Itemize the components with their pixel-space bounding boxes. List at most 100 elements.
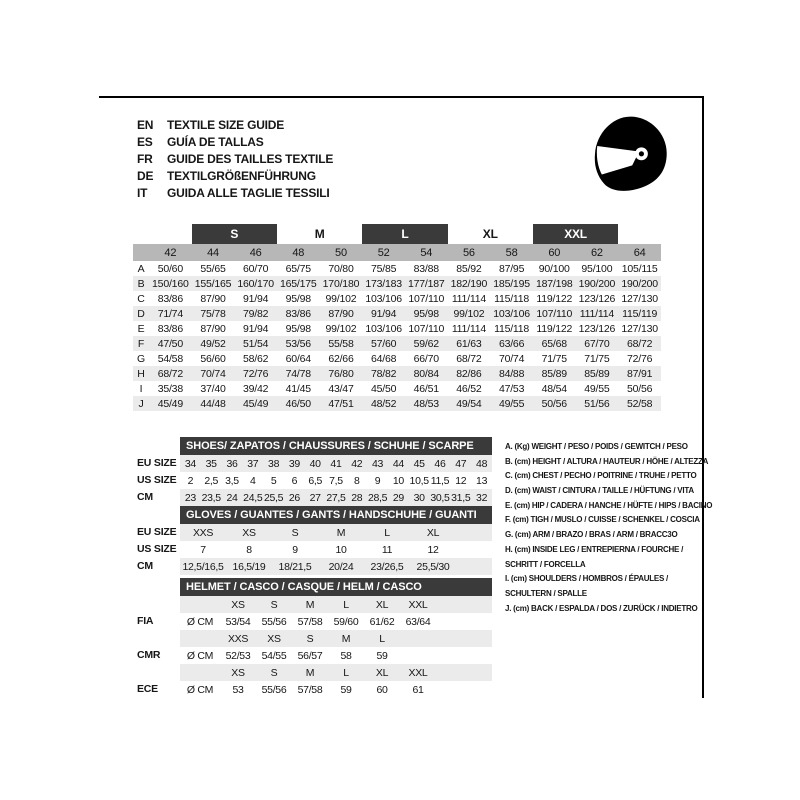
cmr-label: CMR: [137, 649, 161, 661]
size-band-l: L: [362, 224, 448, 244]
measurement-cell: 83/86: [276, 306, 320, 321]
helmet-size-cell: M: [292, 664, 328, 681]
measurement-cell: 51/54: [234, 336, 277, 351]
shoe-size-cell: 25,5: [263, 489, 284, 506]
spacer: [137, 437, 180, 455]
measurement-cell: 155/165: [191, 276, 235, 291]
shoe-size-cell: 3,5: [225, 474, 239, 487]
helmet-diameter-cell: 57/58: [297, 615, 323, 628]
helmet-diameter-cell: 53/54: [225, 615, 251, 628]
measurement-cell: 68/72: [149, 366, 192, 381]
measurement-cell: 50/56: [532, 396, 576, 411]
eu-size-label: EU SIZE: [137, 526, 177, 538]
helmet-diameter-cell: 59: [340, 683, 352, 696]
measurement-cell: 45/50: [370, 382, 397, 395]
shoes-size-table: 34 35 36 37 38 39 40 41 42 43 44 45 46 47 48 2 2,5 3,5 4 5 6…: [180, 455, 492, 506]
gloves-row-1: 7 8 9 10 11 12: [180, 541, 492, 558]
shoe-size-cell: 2,5: [204, 474, 219, 487]
filler-cell: [436, 681, 492, 698]
shoe-size-cell: 46: [429, 455, 451, 472]
size-column-header: 64: [618, 244, 661, 261]
measurement-cell: 47/53: [498, 382, 525, 395]
measurement-row-d: D 71/74 75/78 79/82 83/86 87/90 91/94 95/98 99/1…: [133, 306, 661, 321]
measurement-row-i: I 35/38 37/40 39/42 41/45 43/47 45/50 46/51 46/5…: [133, 381, 661, 396]
measurement-row-e: E 83/86 87/90 91/94 95/98 99/102 103/106 107/11…: [133, 321, 661, 336]
helmet-diameter-cell: 55/56: [261, 683, 287, 696]
measurement-cell: 150/160: [149, 276, 192, 291]
size-band-xl: XL: [482, 227, 498, 241]
measurement-cell: 80/84: [404, 366, 448, 381]
measurement-cell: 90/100: [538, 262, 570, 275]
size-column-header: 60: [532, 244, 576, 261]
measurement-row-g: G 54/58 56/60 58/62 60/64 62/66 64/68 66/70 68/7…: [133, 351, 661, 366]
legend-item-line: SCHRITT / FORCELLA: [505, 559, 586, 569]
blank: [137, 630, 180, 647]
helmet-diameter-cell: 61/62: [369, 615, 395, 628]
shoe-size-cell: 42: [346, 455, 368, 472]
filler-cell: [456, 541, 492, 558]
measurement-cell: 165/175: [276, 276, 320, 291]
measurement-cell: 68/72: [618, 336, 661, 351]
helmet-diameter-cell: [400, 647, 436, 664]
size-column-header: 56: [447, 244, 491, 261]
row-label: C: [137, 292, 145, 305]
shoe-size-cell: 38: [263, 455, 284, 472]
measurement-cell: 52/58: [618, 396, 661, 411]
shoe-size-cell: 27: [304, 489, 326, 506]
measurement-cell: 61/63: [447, 336, 491, 351]
diameter-label: Ø CM: [186, 615, 214, 628]
language-code: FR: [137, 151, 153, 166]
language-row-en: EN TEXTILE SIZE GUIDE: [137, 116, 333, 133]
measurement-cell: 187/198: [532, 276, 576, 291]
glove-size-cell: XS: [226, 524, 272, 541]
blank-cell: [180, 664, 220, 681]
helmet-sizes-row-fia: XS S M L XL XXL: [180, 596, 492, 613]
language-code: DE: [137, 168, 154, 183]
row-label: H: [133, 366, 149, 381]
language-row-es: ES GUÍA DE TALLAS: [137, 133, 333, 150]
helmet-diameter-cell: 61: [412, 683, 424, 696]
measurement-cell: 48/53: [404, 396, 448, 411]
measurement-row-f: F 47/50 49/52 51/54 53/56 55/58 57/60 59/62 61/6…: [133, 336, 661, 351]
shoe-size-cell: 41: [325, 455, 347, 472]
helmet-size-cell: S: [256, 664, 292, 681]
measurement-cell: 115/118: [494, 322, 530, 335]
helmet-size-table: XS S M L XL XXL Ø CM 53/54 55/56 57/58 59/60 61/62 6…: [180, 596, 492, 698]
measurement-cell: 103/106: [365, 322, 402, 335]
measurement-cell: 67/70: [575, 336, 619, 351]
measurement-cell: 160/170: [234, 276, 277, 291]
measurement-cell: 127/130: [621, 292, 658, 305]
glove-size-cell: S: [272, 524, 318, 541]
glove-size-cell: 12: [427, 543, 439, 556]
gloves-row-labels: EU SIZE US SIZE CM: [137, 506, 180, 575]
diameter-label: Ø CM: [186, 649, 214, 662]
size-column-header: 54: [404, 244, 448, 261]
shoe-size-cell: 30,5: [429, 489, 451, 506]
measurement-cell: 46/50: [276, 396, 320, 411]
shoe-size-cell: 47: [450, 455, 472, 472]
measurement-cell: 47/51: [319, 396, 363, 411]
helmet-size-cell: XS: [256, 630, 292, 647]
cm-label: CM: [137, 560, 153, 572]
measurement-cell: 85/89: [575, 366, 619, 381]
measurement-cell: 99/102: [447, 306, 491, 321]
language-code: EN: [137, 117, 154, 132]
measurement-cell: 127/130: [621, 322, 658, 335]
fia-label: FIA: [137, 615, 154, 627]
gloves-row-2: 12,5/16,5 16,5/19 18/21,5 20/24 23/26,5 25,5/…: [180, 558, 492, 575]
shoe-size-cell: 43: [367, 455, 388, 472]
language-row-de: DE TEXTILGRÖßENFÜHRUNG: [137, 167, 333, 184]
gloves-row-0: XXS XS S M L XL: [180, 524, 492, 541]
helmet-diameter-cell: 56/57: [297, 649, 323, 662]
measurement-cell: 49/54: [447, 396, 491, 411]
measurement-cell: 123/126: [578, 322, 616, 335]
measurement-cell: 64/68: [370, 352, 397, 365]
measurement-row-j: J 45/49 44/48 45/49 46/50 47/51 48/52 48/53 49/5…: [133, 396, 661, 411]
shoe-size-cell: 29: [387, 489, 409, 506]
measurement-cell: 119/122: [536, 292, 573, 305]
helmet-diameter-cell: 52/53: [225, 649, 251, 662]
shoe-size-cell: 39: [283, 455, 305, 472]
measurement-cell: 72/76: [626, 352, 653, 365]
measurement-cell: 41/45: [285, 382, 311, 395]
helmet-diameter-cell: 58: [340, 649, 352, 662]
